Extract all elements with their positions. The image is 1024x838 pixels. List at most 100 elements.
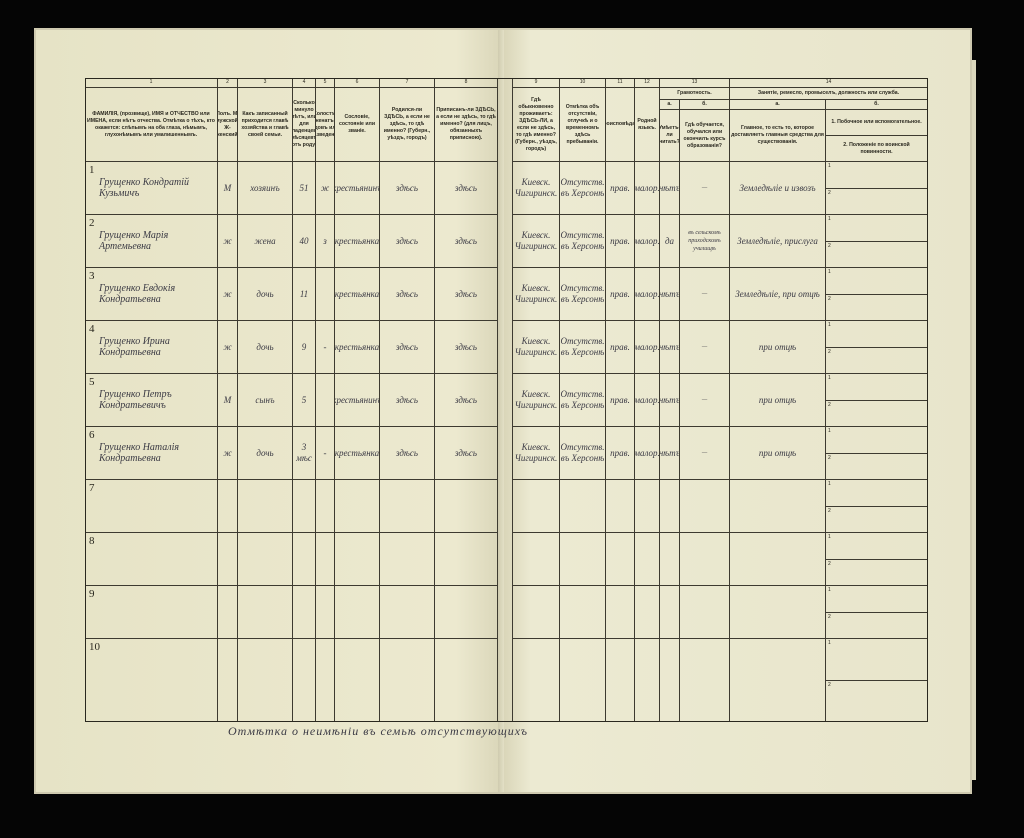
row-number: 7 xyxy=(89,482,95,494)
cell-military-status: 2 xyxy=(826,559,928,586)
cell-side-occupation: 1 xyxy=(826,374,928,401)
cell-side-occupation: 1 xyxy=(826,268,928,295)
cell-language xyxy=(635,533,660,586)
column-number: 5 xyxy=(316,78,335,88)
cell-relation: дочь xyxy=(238,427,293,480)
cell-literate: нѣтъ xyxy=(660,162,680,215)
cell-registered: здѣсь xyxy=(435,374,498,427)
column-number: 7 xyxy=(380,78,435,88)
column-number: 8 xyxy=(435,78,498,88)
column-number: 13 xyxy=(660,78,730,88)
cell-marital: ж xyxy=(316,162,335,215)
column-header-4: Сколько минуло лѣтъ, или для младенцевъ … xyxy=(293,88,316,162)
cell-military-status: 2 xyxy=(826,294,928,321)
column-header-13a-letter: а. xyxy=(660,100,680,110)
row-number: 8 xyxy=(89,535,95,547)
cell-registered: здѣсь xyxy=(435,162,498,215)
subrow-number: 1 xyxy=(828,216,831,222)
cell-name: Грущенко Евдокія Кондратьевна xyxy=(85,268,218,321)
cell-name xyxy=(85,586,218,639)
cell-age: 51 xyxy=(293,162,316,215)
cell-marital xyxy=(316,639,335,722)
cell-language xyxy=(635,639,660,722)
column-header-11: Вѣроисповѣданіе. xyxy=(606,88,635,162)
cell-occupation xyxy=(730,480,826,533)
cell-estate xyxy=(335,533,380,586)
cell-estate: крестьянка xyxy=(335,427,380,480)
cell-registered: здѣсь xyxy=(435,268,498,321)
subrow-number: 2 xyxy=(828,189,831,196)
cell-age: 3 мѣс xyxy=(293,427,316,480)
column-header-2: Полъ. М-мужской. Ж-женский. xyxy=(218,88,238,162)
cell-education: въ сельскомъ приходскомъ училищѣ xyxy=(680,215,730,268)
cell-language: малор. xyxy=(635,215,660,268)
cell-side-occupation: 1 xyxy=(826,586,928,613)
subrow-number: 1 xyxy=(828,269,831,275)
cell-sex: ж xyxy=(218,427,238,480)
cell-name xyxy=(85,533,218,586)
cell-estate: крестьянка xyxy=(335,321,380,374)
cell-language: малор. xyxy=(635,268,660,321)
cell-occupation xyxy=(730,586,826,639)
cell-registered: здѣсь xyxy=(435,215,498,268)
cell-literate xyxy=(660,533,680,586)
cell-age: 5 xyxy=(293,374,316,427)
cell-literate xyxy=(660,586,680,639)
cell-sex xyxy=(218,533,238,586)
cell-sex xyxy=(218,639,238,722)
column-header-14b-letter: б. xyxy=(826,100,928,110)
cell-absence xyxy=(560,639,606,722)
subrow-number: 2 xyxy=(828,507,831,514)
cell-name xyxy=(85,480,218,533)
row-number: 5 xyxy=(89,376,95,388)
cell-registered xyxy=(435,586,498,639)
cell-absence: Отсутств. въ Херсонѣ xyxy=(560,215,606,268)
cell-military-status: 2 xyxy=(826,506,928,533)
cell-born xyxy=(380,533,435,586)
cell-registered xyxy=(435,639,498,722)
cell-military-status: 2 xyxy=(826,241,928,268)
cell-age xyxy=(293,639,316,722)
cell-residence xyxy=(513,480,560,533)
cell-sex xyxy=(218,586,238,639)
cell-age xyxy=(293,480,316,533)
cell-marital: з xyxy=(316,215,335,268)
subrow-number: 1 xyxy=(828,587,831,593)
cell-absence xyxy=(560,586,606,639)
subrow-number: 1 xyxy=(828,428,831,434)
cell-sex xyxy=(218,480,238,533)
column-header-12: Родной языкъ. xyxy=(635,88,660,162)
cell-marital: - xyxy=(316,321,335,374)
column-number: 11 xyxy=(606,78,635,88)
column-header-14a-letter: а. xyxy=(730,100,826,110)
cell-side-occupation: 1 xyxy=(826,639,928,681)
cell-occupation xyxy=(730,639,826,722)
cell-religion xyxy=(606,639,635,722)
cell-residence: Киевск. Чигиринск. xyxy=(513,215,560,268)
cell-military-status: 2 xyxy=(826,680,928,722)
column-number: 6 xyxy=(335,78,380,88)
cell-residence xyxy=(513,639,560,722)
subrow-number: 1 xyxy=(828,481,831,487)
cell-name xyxy=(85,639,218,722)
cell-sex: ж xyxy=(218,321,238,374)
cell-born xyxy=(380,586,435,639)
cell-religion xyxy=(606,586,635,639)
cell-occupation: Земледѣліе, при отцѣ xyxy=(730,268,826,321)
cell-side-occupation: 1 xyxy=(826,321,928,348)
cell-estate xyxy=(335,586,380,639)
subrow-number: 2 xyxy=(828,295,831,302)
census-table: 1 2 3 4 5 6 7 8 9 10 11 12 13 14 ФАМИЛІЯ, (прозвище), … xyxy=(85,78,928,722)
cell-name: Грущенко Марія Артемьевна xyxy=(85,215,218,268)
cell-born: здѣсь xyxy=(380,321,435,374)
cell-marital xyxy=(316,480,335,533)
cell-marital xyxy=(316,586,335,639)
cell-occupation: при отцѣ xyxy=(730,321,826,374)
cell-marital: - xyxy=(316,427,335,480)
cell-relation xyxy=(238,586,293,639)
column-number: 12 xyxy=(635,78,660,88)
column-header-3: Какъ записанный приходится главѣ хозяйст… xyxy=(238,88,293,162)
cell-relation xyxy=(238,533,293,586)
cell-military-status: 2 xyxy=(826,347,928,374)
cell-side-occupation: 1 xyxy=(826,215,928,242)
